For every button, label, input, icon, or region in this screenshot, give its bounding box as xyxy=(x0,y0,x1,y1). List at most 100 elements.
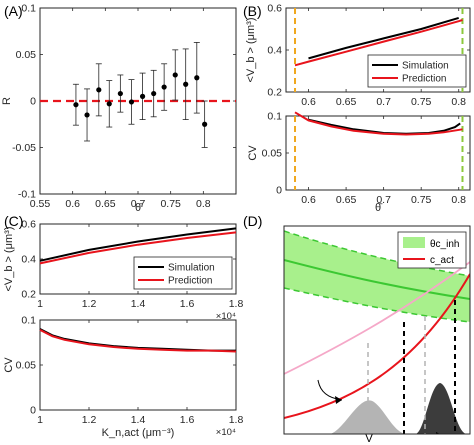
series-line-prediction xyxy=(39,329,237,353)
series-line-prediction xyxy=(294,111,463,136)
x-axis-label: θ̄ xyxy=(135,202,143,214)
legend-label: Simulation xyxy=(168,263,215,274)
legend-label: Prediction xyxy=(168,276,212,287)
data-point xyxy=(96,87,102,93)
x-tick-label: 0.8 xyxy=(451,96,466,108)
x-multiplier-label: ×10⁴ xyxy=(216,311,236,322)
x-tick-label: 0.7 xyxy=(376,194,391,206)
y-tick-label: 0.1 xyxy=(267,111,282,123)
x-tick-label: 1.2 xyxy=(82,298,97,310)
theta-c-inh-band-lower xyxy=(284,287,470,323)
x-tick-label: 0.65 xyxy=(336,96,357,108)
panel-c-bottom: 1 1.2 1.4 1.6 1.8 0 0.05 0.1 CV K_n,act (μm⁻³) ×10… xyxy=(3,315,243,440)
legend-label: Simulation xyxy=(402,61,449,72)
y-tick-label: -0.05 xyxy=(12,142,36,154)
data-point xyxy=(183,81,189,87)
data-point xyxy=(106,101,112,107)
legend-label: Prediction xyxy=(402,74,446,85)
y-tick-label: 0.4 xyxy=(21,254,36,266)
data-point xyxy=(73,102,79,108)
theta-c-inh-band xyxy=(284,231,470,322)
y-axis-label: R xyxy=(1,97,13,105)
x-tick-label: 0.65 xyxy=(95,198,116,210)
x-tick-label: 0.6 xyxy=(65,198,80,210)
y-tick-label: 0 xyxy=(30,96,36,108)
panel-b-bottom: 0.6 0.65 0.7 0.75 0.8 0 0.05 0.1 CV θ̄ xyxy=(247,111,471,214)
dark-distribution xyxy=(416,383,466,434)
panel-c-top: 1 1.2 1.4 1.6 1.8 0.2 0.4 0.6 <V_b > (μm³) ×10⁴ Si… xyxy=(3,219,243,323)
panel-label-a: (A) xyxy=(4,3,23,19)
y-tick-label: 0 xyxy=(276,185,282,197)
y-axis-label: CV xyxy=(247,145,259,161)
x-tick-label: 1.4 xyxy=(131,298,146,310)
series-line-prediction xyxy=(294,19,463,67)
legend-swatch-band xyxy=(403,237,425,248)
y-tick-label: 0.05 xyxy=(16,360,37,372)
y-tick-label: -0.1 xyxy=(18,189,36,201)
c-act-curve xyxy=(284,273,470,419)
x-tick-label: 0.6 xyxy=(301,194,316,206)
x-tick-label: 1 xyxy=(37,298,43,310)
plot-frame xyxy=(39,319,237,411)
x-multiplier-label: ×10⁴ xyxy=(216,427,236,438)
y-tick-label: 0.1 xyxy=(21,3,36,15)
x-tick-label: 0.75 xyxy=(160,198,181,210)
data-point xyxy=(202,121,208,127)
x-axis-label: K_n,act (μm⁻³) xyxy=(102,427,175,439)
x-axis-label: θ̄ xyxy=(375,202,383,214)
y-tick-label: 0.05 xyxy=(16,49,37,61)
y-axis-label: <V_b > (μm³) xyxy=(245,17,257,82)
y-tick-label: 0.4 xyxy=(267,45,282,57)
y-tick-label: 0.6 xyxy=(267,3,282,15)
x-tick-label: 1 xyxy=(37,414,43,426)
legend-box xyxy=(367,54,467,88)
data-point xyxy=(139,93,146,99)
x-tick-label: 0.7 xyxy=(131,198,146,210)
data-point xyxy=(128,99,135,105)
legend-theta-c-inh: θc_inh xyxy=(430,239,459,250)
y-tick-label: 0.05 xyxy=(262,148,283,160)
x-tick-label: 0.75 xyxy=(411,96,432,108)
theta-c-inh-band-upper xyxy=(284,230,470,277)
panel-b-top: 0.6 0.65 0.7 0.75 0.8 0.2 0.4 0.6 <V_b > (μm³) Si… xyxy=(245,3,471,108)
x-tick-label: 0.7 xyxy=(376,96,391,108)
panel-d-xlabel: V xyxy=(365,433,373,445)
data-point xyxy=(194,75,200,81)
x-tick-label: 0.8 xyxy=(196,198,211,210)
pink-curve xyxy=(284,261,470,375)
panel-label-c: (C) xyxy=(4,213,23,229)
x-tick-label: 1.6 xyxy=(180,414,195,426)
panel-label-b: (B) xyxy=(243,3,262,19)
data-point xyxy=(172,72,178,78)
y-axis-label: <V_b > (μm³) xyxy=(3,226,15,291)
x-tick-label: 1.8 xyxy=(229,414,244,426)
data-point xyxy=(84,112,90,118)
panel-a: 0.55 0.6 0.65 0.7 0.75 0.8 -0.1 -0.05 0 0.05 0.1 Rθ… xyxy=(1,3,237,214)
y-tick-label: 0.2 xyxy=(21,289,36,301)
data-point xyxy=(161,84,167,90)
data-point xyxy=(151,90,157,97)
theta-c-inh-center-line xyxy=(284,259,470,300)
y-tick-label: 0.1 xyxy=(21,315,36,327)
x-tick-label: 0.65 xyxy=(336,194,357,206)
x-tick-label: 0.8 xyxy=(451,194,466,206)
legend-box xyxy=(133,256,233,290)
panel-label-d: (D) xyxy=(243,213,262,229)
legend-c-act: c_act xyxy=(430,255,454,266)
y-axis-label: CV xyxy=(3,357,15,373)
x-tick-label: 0.6 xyxy=(301,96,316,108)
curved-arrow xyxy=(317,379,343,401)
data-point xyxy=(117,90,123,97)
y-tick-label: 0.6 xyxy=(21,219,36,231)
x-tick-label: 1.4 xyxy=(131,414,146,426)
series-line-simulation xyxy=(39,227,237,262)
series-line-simulation xyxy=(308,16,459,60)
panel-d-frame xyxy=(283,225,471,435)
x-tick-label: 0.55 xyxy=(30,198,51,210)
x-tick-label: 1.8 xyxy=(229,298,244,310)
curved-arrow-head xyxy=(335,396,342,404)
panel-d-schematic: θc_inh c_act V xyxy=(283,225,471,445)
plot-frame xyxy=(285,115,471,191)
x-tick-label: 0.75 xyxy=(411,194,432,206)
